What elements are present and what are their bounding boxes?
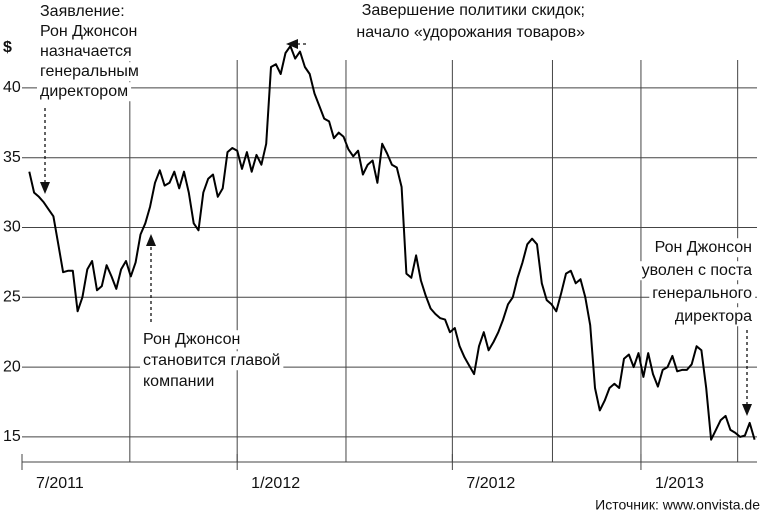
annotation-text: Рон Джонсон <box>655 239 752 256</box>
source: Источник: www.onvista.de <box>595 497 760 513</box>
annotation-background <box>358 1 588 21</box>
plot-layer: 15 20 25 30 35 40 7/2011 1/2012 7/2012 1/2013 Заяв… <box>3 2 756 492</box>
arrow-head <box>40 182 50 194</box>
arrow-head <box>742 404 752 416</box>
annotation-background <box>37 42 135 62</box>
arrow-head <box>146 234 156 246</box>
y-tick-label: 15 <box>3 428 21 445</box>
y-tick-label: 20 <box>3 358 21 375</box>
x-tick-label: 7/2012 <box>466 475 515 492</box>
annotation-text: директора <box>675 308 752 325</box>
annotation-background <box>671 307 756 327</box>
annotation-text: директором <box>40 83 128 100</box>
x-tick-label: 1/2013 <box>655 475 704 492</box>
annotation-text: генеральным <box>40 63 139 80</box>
annotation-background <box>353 23 589 43</box>
x-tick-label: 7/2011 <box>36 475 84 492</box>
y-unit: $ <box>3 39 12 56</box>
annotation-text: Рон Джонсон <box>40 23 137 40</box>
annotation-background <box>651 238 755 258</box>
annotation-background <box>37 62 142 82</box>
annotation-background <box>140 351 284 371</box>
annotation-background <box>37 2 128 22</box>
annotation-text: компании <box>143 373 214 390</box>
annotation-text: становится главой <box>143 352 280 369</box>
annotation-text: начало «удорожания товаров» <box>356 24 585 41</box>
annotation-text: Заявление: <box>40 3 125 20</box>
annotation-background <box>140 372 218 392</box>
annotation-text: Рон Джонсон <box>143 331 240 348</box>
annotation-text: Завершение политики скидок; <box>362 2 585 19</box>
annotation-background <box>37 82 132 102</box>
annotation-background <box>140 330 244 350</box>
annotation-text: уволен с поста <box>642 262 753 279</box>
y-tick-label: 30 <box>3 219 21 236</box>
y-tick-label: 25 <box>3 289 21 306</box>
price-line <box>28 45 756 441</box>
x-tick-label: 1/2012 <box>251 475 300 492</box>
arrow-head <box>286 39 298 49</box>
annotation-background <box>649 284 756 304</box>
annotation-background <box>638 261 756 281</box>
annotation-backgrounds <box>37 1 756 392</box>
y-tick-label: 35 <box>3 149 21 166</box>
annotation-text: генерального <box>652 285 752 302</box>
annotation-background <box>37 22 141 42</box>
annotation-text: назначается <box>40 43 132 60</box>
y-tick-label: 40 <box>3 79 21 96</box>
